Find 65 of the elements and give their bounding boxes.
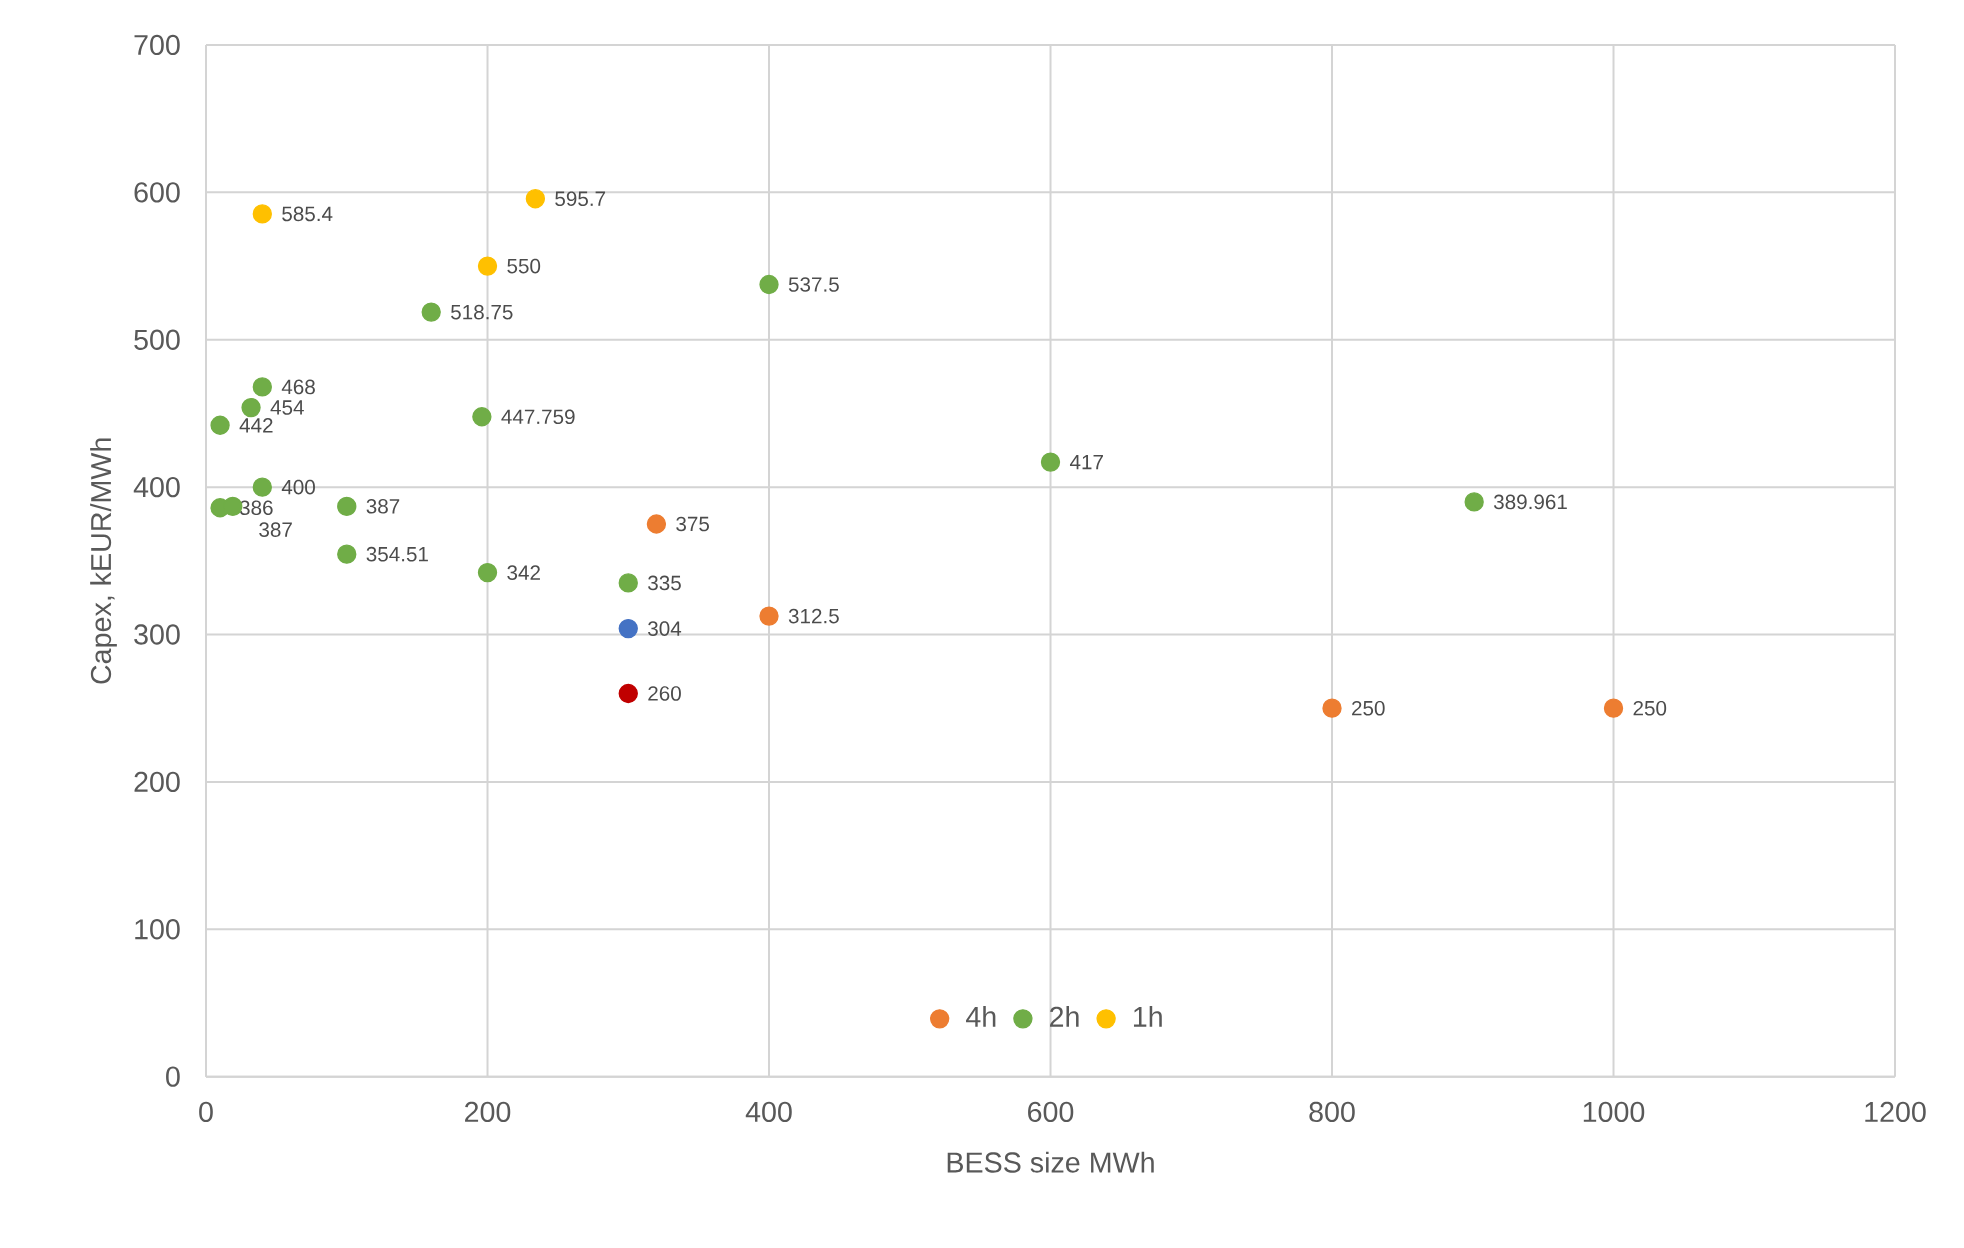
legend-label: 2h — [1050, 1005, 1079, 1027]
y-tick-label: 300 — [134, 624, 180, 645]
y-tick-label: 0 — [166, 1066, 180, 1087]
data-label: 400 — [281, 479, 315, 495]
data-label: 250 — [1633, 700, 1667, 716]
point — [337, 496, 357, 516]
point — [1040, 452, 1061, 472]
x-tick-label: 1000 — [1583, 1101, 1645, 1123]
y-tick-label: 700 — [134, 34, 180, 56]
data-label: 260 — [648, 686, 681, 701]
x-tick-label: 1200 — [1865, 1101, 1926, 1123]
point — [337, 544, 357, 564]
x-tick-label: 800 — [1309, 1101, 1355, 1123]
y-tick-label: 600 — [134, 182, 180, 203]
point — [421, 302, 441, 322]
point — [1322, 698, 1342, 718]
point — [759, 274, 779, 295]
point — [618, 683, 638, 704]
point — [618, 618, 638, 639]
point — [252, 204, 272, 224]
point — [252, 377, 272, 397]
data-label: 375 — [676, 516, 709, 532]
y-axis-title: Capex, kEUR/MWh — [90, 438, 117, 684]
data-label: 387 — [366, 498, 400, 514]
point — [1464, 492, 1484, 512]
data-label: 304 — [648, 621, 682, 636]
data-label: 387 — [259, 522, 292, 537]
data-label: 354.51 — [366, 546, 428, 562]
legend-label: 4h — [966, 1005, 996, 1027]
x-tick-label: 600 — [1028, 1101, 1074, 1123]
point — [759, 606, 779, 626]
data-label: 312.5 — [788, 608, 839, 624]
data-label: 250 — [1352, 700, 1385, 716]
point — [477, 256, 498, 276]
data-label: 417 — [1069, 454, 1103, 470]
x-tick-label: 0 — [199, 1101, 213, 1123]
y-tick-label: 500 — [134, 329, 180, 350]
y-tick-label: 100 — [135, 919, 180, 940]
data-label: 550 — [507, 258, 541, 274]
point — [618, 573, 638, 593]
data-label: 442 — [239, 418, 273, 433]
point — [472, 407, 492, 427]
y-tick-label: 400 — [133, 476, 180, 498]
y-tick-label: 200 — [134, 771, 180, 793]
data-label: 454 — [270, 400, 304, 415]
data-label: 447.759 — [501, 409, 575, 425]
legend-label: 1h — [1133, 1005, 1162, 1027]
x-tick-label: 400 — [745, 1101, 792, 1123]
point — [210, 415, 230, 435]
point — [525, 189, 546, 209]
data-label: 389.961 — [1493, 494, 1567, 510]
point — [1603, 698, 1624, 718]
data-label: 342 — [507, 565, 540, 580]
point — [241, 397, 261, 418]
data-label: 595.7 — [555, 191, 606, 207]
point — [646, 514, 667, 534]
point — [252, 477, 272, 497]
data-label: 537.5 — [788, 277, 839, 292]
data-label: 518.75 — [451, 304, 513, 320]
point — [477, 562, 498, 583]
x-tick-label: 200 — [465, 1101, 511, 1123]
x-axis-title: BESS size MWh — [947, 1151, 1154, 1173]
data-label: 468 — [281, 379, 315, 395]
data-label: 585.4 — [282, 206, 333, 222]
data-label: 335 — [648, 575, 681, 591]
